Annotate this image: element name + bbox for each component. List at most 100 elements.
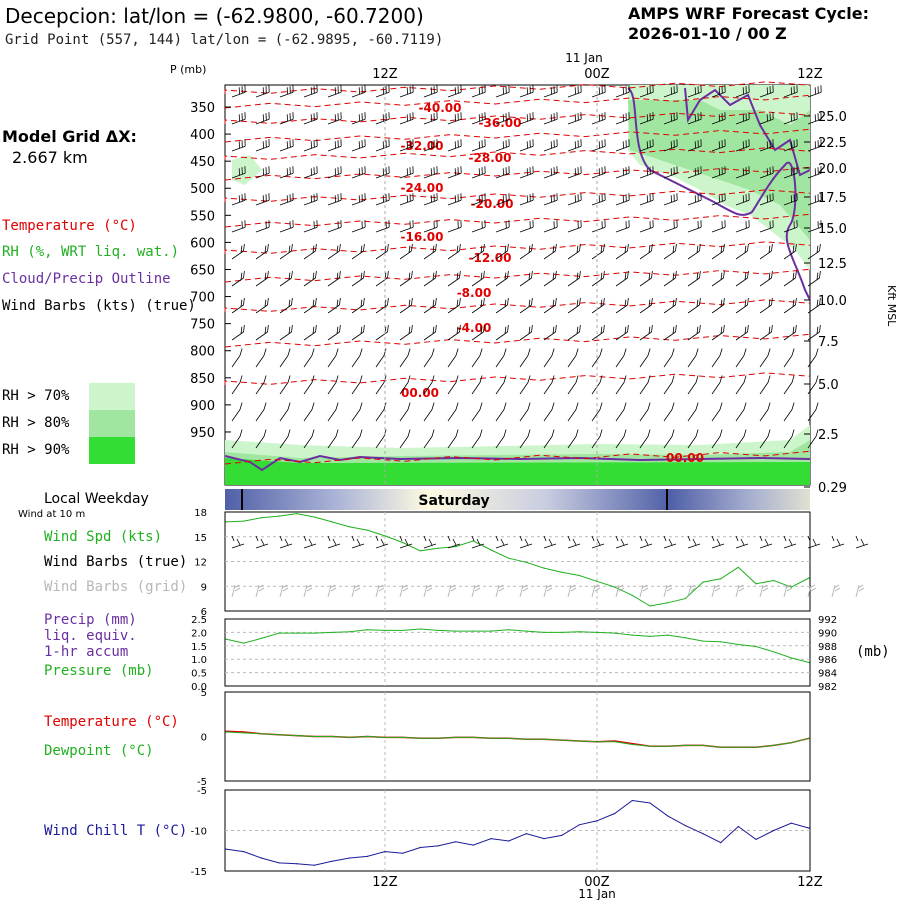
bottom-tick-12z-b: 12Z xyxy=(797,875,823,890)
wind-barb xyxy=(423,270,437,287)
wind-barb xyxy=(735,220,750,233)
wind-speed-line-point xyxy=(808,577,810,579)
wind-barb xyxy=(735,85,750,98)
wind-speed-line-point xyxy=(278,515,280,517)
dewpoint-line-point xyxy=(578,740,580,742)
wind-barb xyxy=(687,139,702,152)
wind-barb xyxy=(735,324,749,341)
pressure-tick-label: 850 xyxy=(190,372,215,387)
wind-barb xyxy=(447,85,462,98)
wind-barb xyxy=(711,166,726,179)
wind-barb xyxy=(327,220,342,233)
wind-barb xyxy=(495,193,510,206)
wind-speed-line-point xyxy=(790,586,792,588)
legend-rh80: RH > 80% xyxy=(2,415,70,431)
wind-barb xyxy=(687,112,702,125)
local-weekday-label: Local Weekday xyxy=(44,491,149,507)
wind-barb xyxy=(591,85,606,98)
wind-barb xyxy=(423,220,438,233)
wind-barb xyxy=(663,324,677,341)
wind-barb xyxy=(615,348,627,368)
dewpoint-line-point xyxy=(808,737,810,739)
y-tick-label: 2.5 xyxy=(191,615,207,626)
wind-barb xyxy=(399,112,414,125)
dewpoint-line-point xyxy=(614,741,616,743)
wind-barb-true xyxy=(759,535,773,549)
wind-barb xyxy=(399,193,414,206)
wind-barb xyxy=(615,139,630,152)
pressure-tick-label: 800 xyxy=(190,345,215,360)
wind-barb xyxy=(279,166,294,179)
wind-barb xyxy=(423,193,438,206)
wind-barb xyxy=(471,112,486,125)
wind-barb xyxy=(327,297,341,314)
wind-barb-true xyxy=(639,535,653,549)
wind-barb xyxy=(447,297,461,314)
dewpoint-line-point xyxy=(525,738,527,740)
wind-chill-line-point xyxy=(720,842,722,844)
wind-barb-true xyxy=(303,535,317,549)
wind-barb xyxy=(591,220,606,233)
wind-barb xyxy=(735,297,749,314)
dewpoint-line-point xyxy=(790,742,792,744)
bottom-date-label: 11 Jan xyxy=(578,887,616,900)
wind-barb xyxy=(255,139,270,152)
dewpoint-line-point xyxy=(455,736,457,739)
wind-barb xyxy=(543,348,555,368)
wind-barb xyxy=(279,324,293,341)
wind-barb xyxy=(687,324,701,341)
wind-barb-true xyxy=(255,535,269,549)
wind-barb-grid xyxy=(255,584,265,598)
precip-label-3: 1-hr accum xyxy=(44,644,129,660)
wind-barb xyxy=(351,220,366,233)
wind-barb xyxy=(279,297,293,314)
wind-barb-true xyxy=(807,535,821,549)
wind-chill-line-point xyxy=(543,838,545,840)
wind-barb xyxy=(615,243,629,260)
wind-barb xyxy=(519,112,534,125)
wind-barb xyxy=(567,85,582,98)
wind-speed-line-point xyxy=(614,586,616,588)
wind-barb xyxy=(399,297,413,314)
wind-barb xyxy=(759,193,774,206)
wind-chill-line-point xyxy=(631,799,633,802)
temperature-line-point xyxy=(243,731,245,733)
dewpoint-line-point xyxy=(472,736,474,739)
wind-chill-line-point xyxy=(366,855,368,858)
wind-barb xyxy=(375,166,390,179)
wind-barb xyxy=(687,193,702,206)
wind-barb xyxy=(663,402,675,422)
temperature-contour-label: -12.00 xyxy=(469,251,512,265)
wind-barb xyxy=(279,402,291,422)
station-title: Decepcion: lat/lon = (-62.9800, -60.7200… xyxy=(5,4,424,28)
wind-barb xyxy=(327,112,342,125)
y-tick-label-right: 992 xyxy=(818,615,837,626)
wind-barb xyxy=(495,112,510,125)
wind-speed-line-point xyxy=(296,513,298,515)
windspd-label: Wind Spd (kts) xyxy=(44,529,163,545)
wind-barb xyxy=(447,220,462,233)
wind-barb xyxy=(687,243,701,260)
wind-barb xyxy=(519,85,534,98)
wind-barb xyxy=(735,375,747,395)
wind-barb xyxy=(303,348,315,368)
wind-barb xyxy=(783,324,797,341)
dewpoint-line-point xyxy=(684,744,686,747)
wind-barb xyxy=(423,297,437,314)
wind-barb xyxy=(807,324,821,341)
wind-barb-grid xyxy=(543,584,553,598)
y-tick-label: 6 xyxy=(201,607,207,618)
weekday-bar xyxy=(225,489,810,510)
wind-barb xyxy=(807,139,822,152)
wind-barb xyxy=(783,348,795,368)
dewpoint-label: Dewpoint (°C) xyxy=(44,743,154,759)
wind-barb-grid xyxy=(399,584,409,598)
wind-barb xyxy=(711,297,725,314)
y-tick-label: 0 xyxy=(201,733,207,744)
wind-barb xyxy=(519,166,534,179)
wind-barb-true xyxy=(495,535,509,549)
height-tick-label: 22.5 xyxy=(818,136,847,151)
wind-barb xyxy=(279,243,293,260)
wind-speed-line-point xyxy=(437,547,439,549)
wind-barb xyxy=(615,429,627,449)
